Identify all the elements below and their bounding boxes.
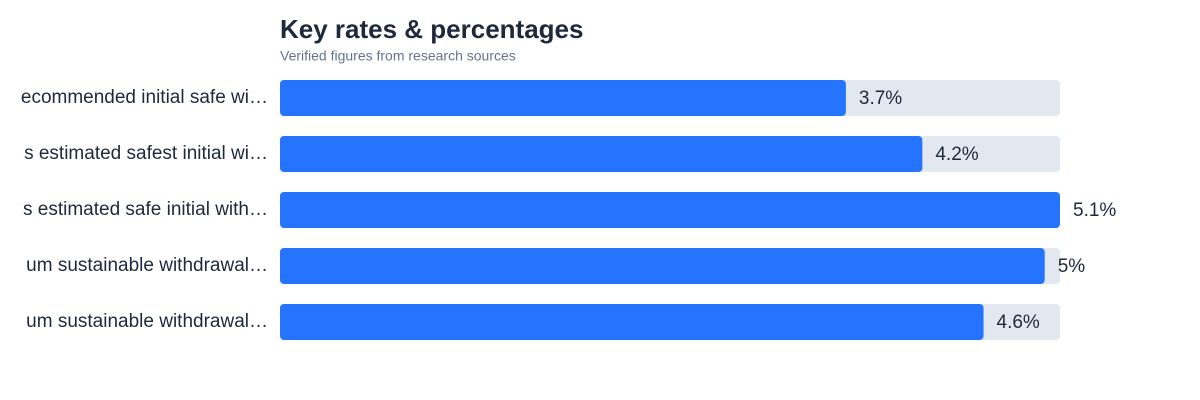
bar [280, 304, 984, 340]
category-label: um sustainable withdrawal… [26, 311, 268, 332]
value-label: 5.1% [1073, 200, 1116, 221]
chart-subtitle: Verified figures from research sources [280, 48, 516, 64]
bar [280, 136, 923, 172]
bar [280, 192, 1060, 228]
bar [280, 80, 846, 116]
category-label: ecommended initial safe wi… [21, 87, 268, 108]
value-label: 5% [1058, 256, 1086, 277]
category-label: um sustainable withdrawal… [26, 255, 268, 276]
chart-title: Key rates & percentages [280, 14, 583, 44]
value-label: 3.7% [859, 88, 902, 109]
bar [280, 248, 1045, 284]
category-label: s estimated safe initial with… [23, 199, 268, 220]
value-label: 4.2% [935, 144, 978, 165]
category-label: s estimated safest initial wi… [24, 143, 268, 164]
value-label: 4.6% [997, 312, 1040, 333]
